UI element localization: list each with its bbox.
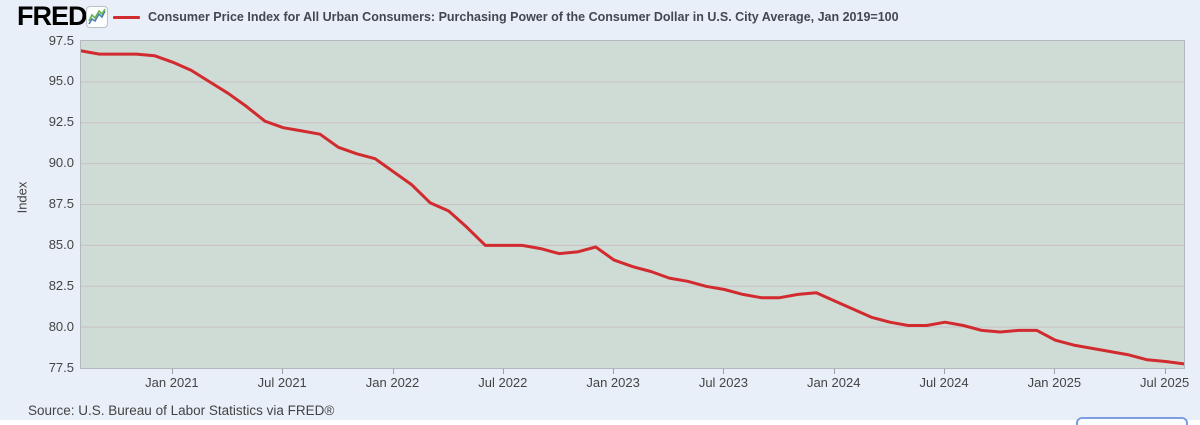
y-tick-label: 92.5	[48, 114, 74, 130]
x-tick-mark	[1164, 369, 1166, 374]
y-tick-label: 97.5	[48, 32, 74, 48]
partially-visible-button[interactable]	[1076, 417, 1188, 425]
y-tick-label: 95.0	[48, 73, 74, 89]
y-tick-label: 87.5	[48, 196, 74, 211]
x-tick-label: Jan 2025	[1027, 375, 1082, 390]
legend-line-swatch	[113, 16, 140, 19]
source-attribution: Source: U.S. Bureau of Labor Statistics …	[28, 403, 335, 418]
x-tick-label: Jan 2023	[586, 375, 640, 390]
x-tick-mark	[1054, 369, 1056, 374]
x-tick-mark	[171, 369, 173, 374]
y-tick-label: 85.0	[48, 236, 74, 252]
x-tick-label: Jul 2023	[698, 375, 748, 390]
x-tick-mark	[944, 369, 946, 374]
x-tick-mark	[723, 369, 725, 374]
legend-series-label[interactable]: Consumer Price Index for All Urban Consu…	[148, 10, 899, 24]
x-tick-label: Jul 2025	[1140, 375, 1190, 390]
y-tick-label: 90.0	[48, 155, 74, 171]
data-series-line[interactable]	[81, 49, 1184, 366]
x-tick-label: Jan 2022	[365, 375, 420, 390]
x-tick-label: Jul 2024	[919, 375, 969, 390]
x-tick-mark	[392, 369, 394, 374]
y-tick-label: 82.5	[48, 277, 74, 293]
fred-logo-text: FRED	[17, 1, 87, 31]
x-tick-mark	[833, 369, 835, 374]
x-tick-label: Jan 2021	[145, 375, 199, 390]
y-tick-label: 80.0	[48, 318, 74, 334]
x-tick-mark	[282, 369, 284, 374]
x-tick-label: Jul 2021	[257, 375, 307, 390]
fred-sparkline-icon[interactable]	[86, 6, 108, 28]
line-chart-svg	[81, 49, 1184, 366]
x-tick-mark	[502, 369, 504, 374]
x-tick-mark	[613, 369, 615, 374]
x-tick-label: Jan 2024	[806, 375, 861, 390]
y-tick-label: 77.5	[48, 359, 74, 375]
x-tick-label: Jul 2022	[478, 375, 528, 390]
plot-area[interactable]	[80, 40, 1185, 369]
